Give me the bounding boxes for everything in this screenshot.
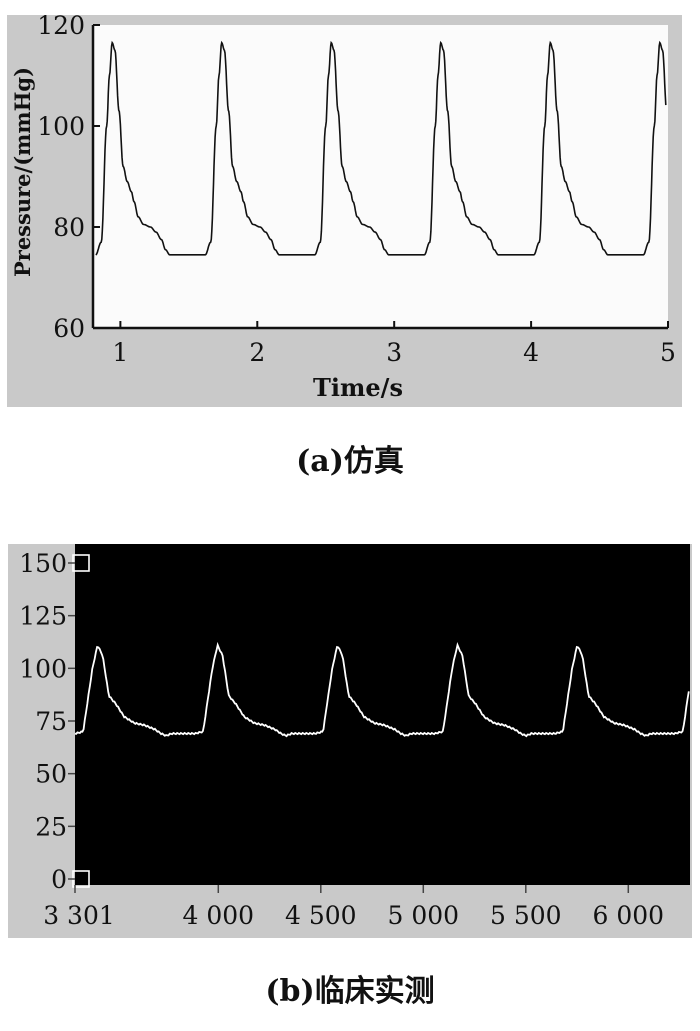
chart-a-ytick-label: 60 <box>53 314 85 343</box>
chart-a-pressure-line <box>95 40 667 256</box>
chart-b-ytick-label: 50 <box>35 760 67 789</box>
chart-b-pressure-line <box>74 641 690 738</box>
chart-b-xtick-label: 5 500 <box>490 901 562 930</box>
chart-a-xtick-label: 4 <box>523 338 539 367</box>
chart-a-xtick-label: 2 <box>249 338 265 367</box>
chart-a-xticks: 1 2 3 4 5 <box>112 321 676 367</box>
chart-a-xtick-label: 1 <box>112 338 128 367</box>
chart-b-ytick-label: 125 <box>19 602 67 631</box>
chart-b-xtick-label: 6 000 <box>593 901 665 930</box>
chart-b-ytick-label: 100 <box>19 654 67 683</box>
chart-clinical: 0 25 50 75 100 125 150 3 301 4 000 4 500 5 000 5 5… <box>8 544 692 938</box>
chart-a-xlabel: Time/s <box>313 373 403 402</box>
chart-a-ytick-label: 120 <box>37 11 85 40</box>
chart-b-xtick-label: 4 500 <box>285 901 357 930</box>
caption-a: (a)仿真 <box>296 444 404 479</box>
chart-a-xtick-label: 3 <box>386 338 402 367</box>
chart-b-xtick-label: 3 301 <box>43 901 115 930</box>
chart-b-ytick-label: 0 <box>51 865 67 894</box>
chart-a-ytick-label: 100 <box>37 112 85 141</box>
chart-a-xtick-label: 5 <box>660 338 676 367</box>
chart-b-ytick-label: 25 <box>35 812 67 841</box>
chart-b-plot-area <box>75 544 690 885</box>
chart-a-ytick-label: 80 <box>53 213 85 242</box>
chart-b-ytick-label: 150 <box>19 549 67 578</box>
chart-b-ytick-label: 75 <box>35 707 67 736</box>
chart-a-ylabel: Pressure/(mmHg) <box>10 67 35 277</box>
chart-simulation: 60 80 100 120 1 2 3 4 5 Time/s Pressure/(mmHg) <box>7 11 682 407</box>
chart-b-xtick-label: 5 000 <box>388 901 460 930</box>
caption-b: (b)临床实测 <box>265 974 435 1009</box>
chart-b-yticks: 0 25 50 75 100 125 150 <box>19 549 75 894</box>
chart-b-xtick-label: 4 000 <box>183 901 255 930</box>
chart-a-yticks: 60 80 100 120 <box>37 11 100 343</box>
chart-b-xticks: 3 301 4 000 4 500 5 000 5 500 6 000 <box>43 885 664 930</box>
chart-a-plot-area <box>93 25 668 328</box>
